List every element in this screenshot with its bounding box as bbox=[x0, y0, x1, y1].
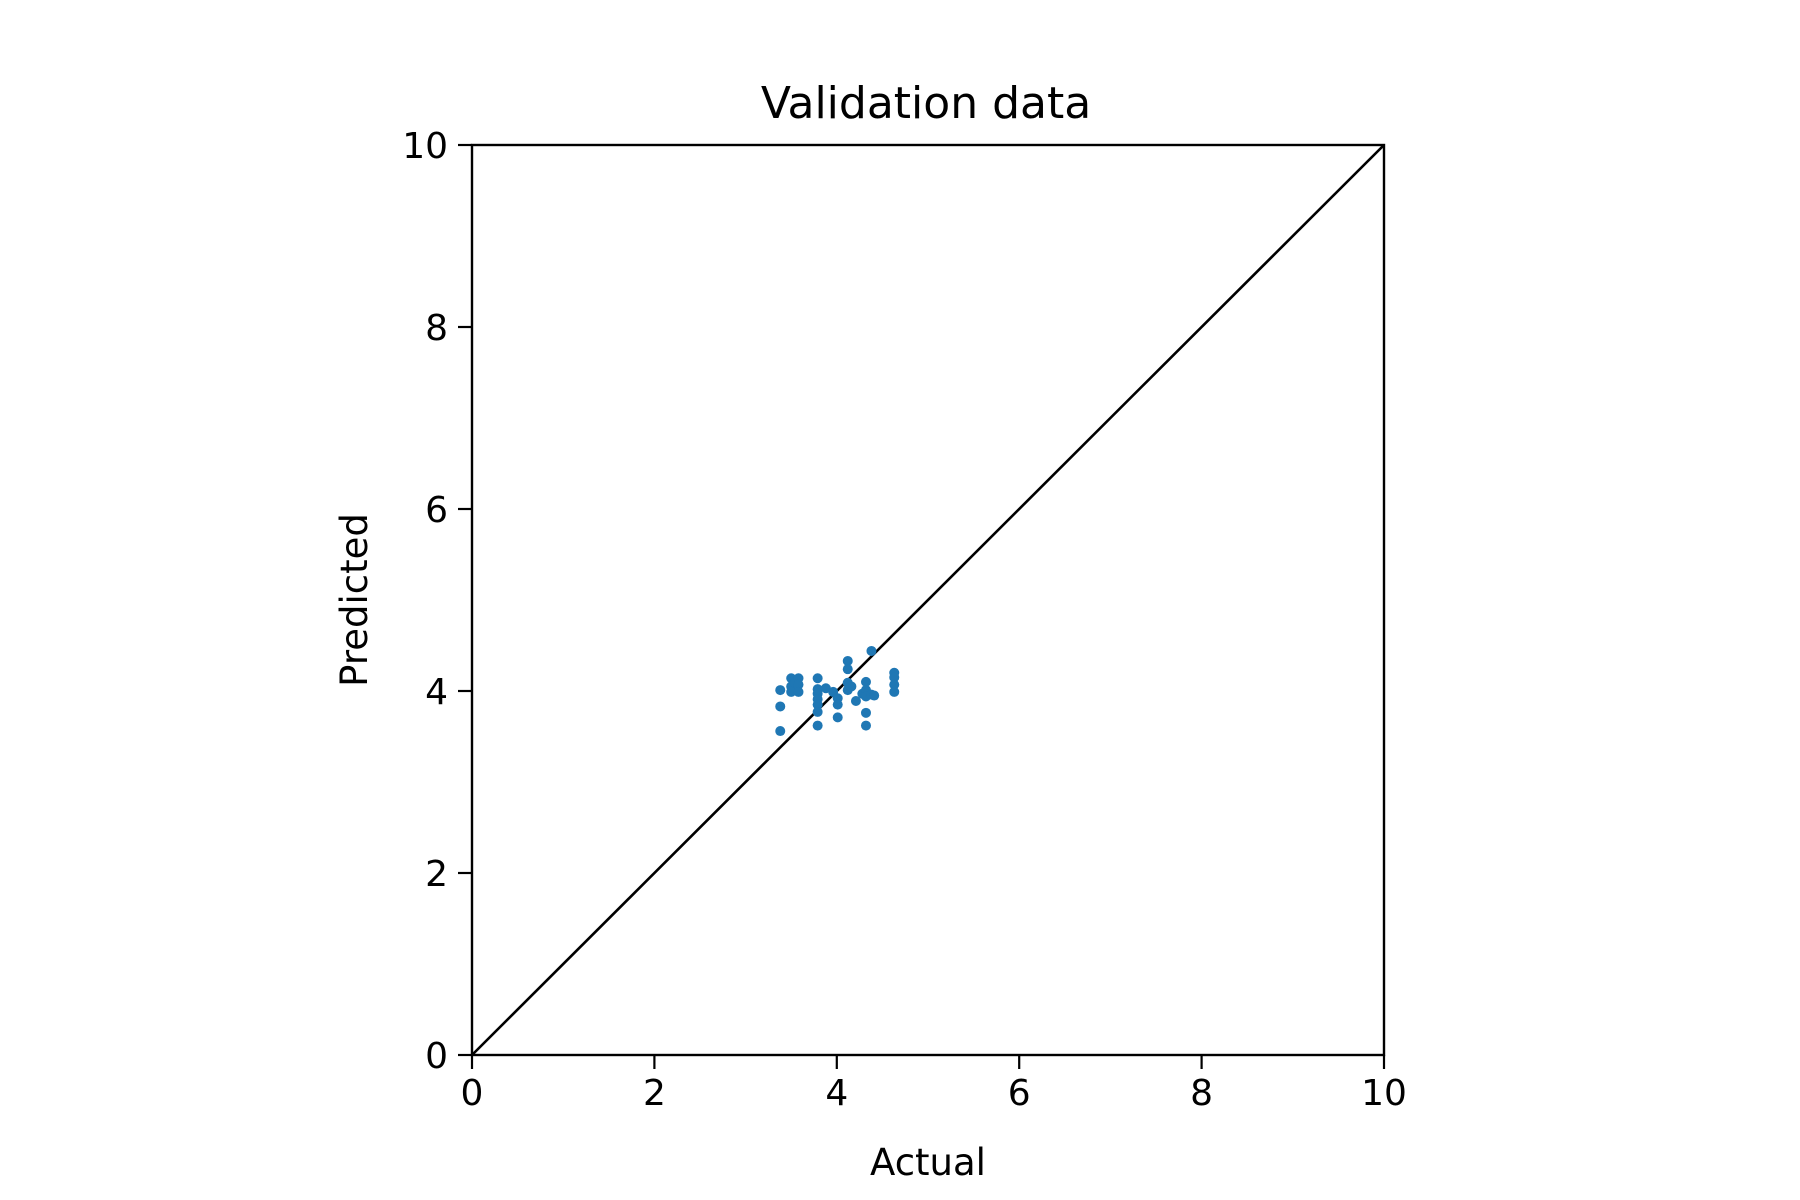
data-point bbox=[832, 699, 843, 710]
y-tick-label: 6 bbox=[425, 490, 448, 531]
data-point bbox=[775, 701, 786, 712]
y-tick-label: 8 bbox=[425, 308, 448, 349]
data-point bbox=[775, 685, 786, 696]
data-point bbox=[775, 726, 786, 737]
reference-line bbox=[471, 144, 1385, 1056]
x-axis: 0 2 4 6 8 10 bbox=[461, 1055, 1407, 1114]
data-point bbox=[842, 655, 853, 666]
data-point bbox=[786, 686, 797, 697]
data-point bbox=[812, 706, 823, 717]
data-point bbox=[812, 720, 823, 731]
y-axis: 0 2 4 6 8 10 bbox=[402, 126, 472, 1077]
data-points bbox=[775, 645, 900, 737]
data-point bbox=[850, 696, 861, 707]
x-tick-label: 4 bbox=[825, 1073, 848, 1114]
data-point bbox=[793, 686, 804, 697]
x-tick-label: 2 bbox=[643, 1073, 666, 1114]
data-point bbox=[860, 676, 871, 687]
data-point bbox=[846, 681, 857, 692]
data-point bbox=[889, 672, 900, 683]
chart-title: Validation data bbox=[761, 78, 1091, 129]
y-tick-label: 0 bbox=[425, 1036, 448, 1077]
data-point bbox=[860, 720, 871, 731]
x-tick-label: 8 bbox=[1190, 1073, 1213, 1114]
x-tick-label: 6 bbox=[1008, 1073, 1031, 1114]
y-tick-label: 2 bbox=[425, 854, 448, 895]
data-point bbox=[832, 712, 843, 723]
x-tick-label: 0 bbox=[461, 1073, 484, 1114]
data-point bbox=[842, 664, 853, 675]
data-point bbox=[812, 699, 823, 710]
data-point bbox=[866, 645, 877, 656]
x-tick-label: 10 bbox=[1361, 1073, 1407, 1114]
data-point bbox=[860, 707, 871, 718]
x-axis-label: Actual bbox=[870, 1141, 986, 1184]
data-point bbox=[793, 679, 804, 690]
plot-frame bbox=[470, 143, 1386, 1057]
data-point bbox=[889, 686, 900, 697]
y-axis-label: Predicted bbox=[333, 513, 376, 687]
data-point bbox=[812, 673, 823, 684]
data-point bbox=[869, 690, 880, 701]
y-tick-label: 10 bbox=[402, 126, 448, 167]
y-tick-label: 4 bbox=[425, 672, 448, 713]
data-point bbox=[889, 679, 900, 690]
